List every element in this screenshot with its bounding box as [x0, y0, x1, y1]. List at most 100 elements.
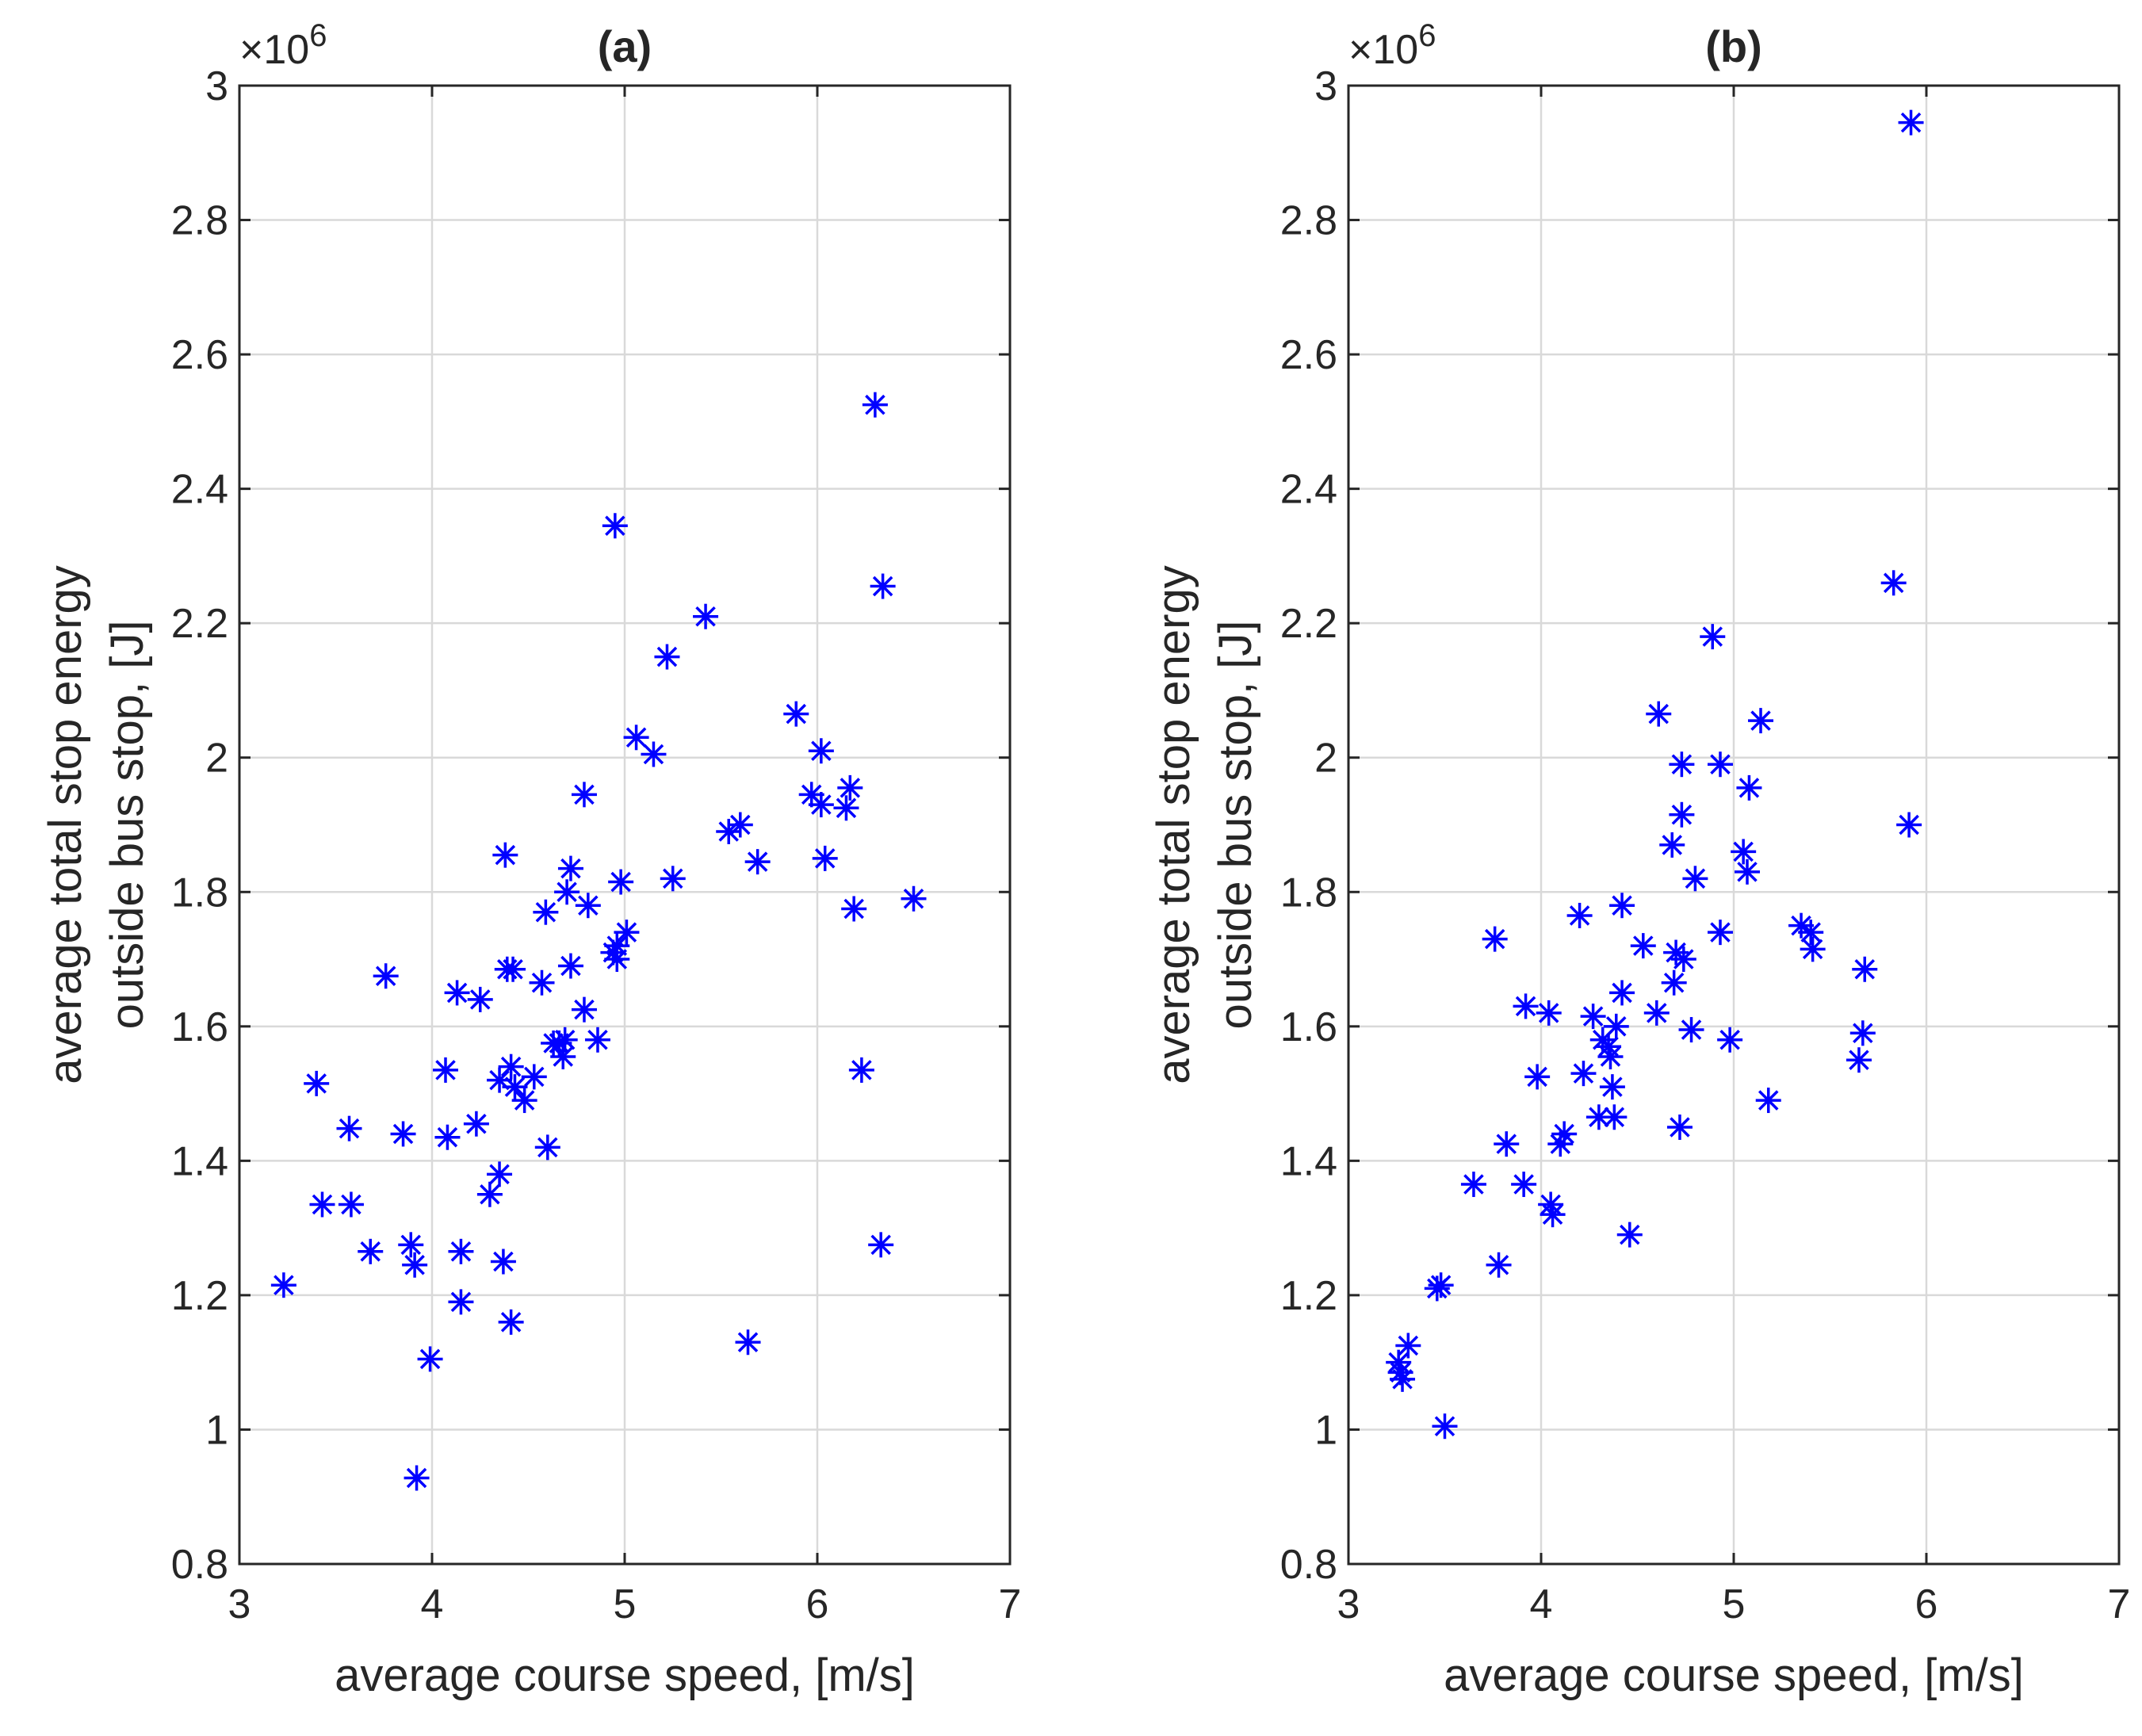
data-point-b	[1669, 801, 1695, 828]
data-point-b	[1536, 1000, 1562, 1026]
y-tick-label: 1.4	[171, 1138, 228, 1184]
data-point-a	[492, 842, 518, 868]
data-point-a	[808, 738, 834, 764]
y-axis-label-line1-a: average total stop energy	[40, 565, 91, 1084]
data-point-b	[1566, 902, 1593, 928]
data-point-b	[1682, 866, 1708, 892]
data-point-a	[862, 392, 888, 418]
chart-title-b: (b)	[1705, 21, 1762, 71]
data-point-b	[1896, 812, 1922, 838]
data-point-a	[571, 996, 597, 1023]
data-point-a	[534, 1134, 560, 1161]
data-point-b	[1678, 1017, 1704, 1043]
data-point-b	[1659, 832, 1685, 858]
data-point-b	[1707, 920, 1733, 946]
x-tick-label: 4	[1530, 1581, 1553, 1627]
y-axis-label-line2-b: outside bus stop, [J]	[1210, 621, 1261, 1030]
y-tick-label: 2.8	[171, 198, 228, 244]
data-point-a	[550, 1043, 576, 1069]
y-axis-label-line2-a: outside bus stop, [J]	[101, 621, 153, 1030]
data-point-a	[467, 986, 493, 1012]
data-point-a	[554, 879, 580, 905]
data-point-b	[1717, 1027, 1743, 1053]
data-point-a	[584, 1027, 610, 1053]
data-point-b	[1736, 774, 1762, 801]
data-point-b	[1580, 1004, 1606, 1030]
x-tick-label: 3	[1337, 1581, 1360, 1627]
data-point-b	[1601, 1104, 1628, 1130]
data-point-b	[1646, 701, 1672, 727]
data-point-a	[641, 741, 667, 767]
y-tick-label: 1.2	[1280, 1273, 1337, 1319]
data-point-b	[1609, 893, 1635, 919]
y-tick-label: 2.6	[171, 332, 228, 378]
data-point-a	[812, 845, 838, 871]
data-point-a	[511, 1088, 537, 1114]
data-point-a	[557, 953, 583, 979]
data-point-a	[490, 1248, 516, 1275]
data-point-b	[1551, 1121, 1578, 1147]
data-point-b	[1852, 956, 1878, 982]
data-points-b	[1386, 109, 1924, 1440]
x-tick-label: 5	[1723, 1581, 1746, 1627]
y-tick-label: 1	[1314, 1407, 1337, 1453]
data-point-a	[402, 1252, 428, 1278]
data-point-a	[500, 956, 526, 982]
y-exponent-a: ×106	[239, 18, 327, 73]
data-point-a	[358, 1238, 384, 1264]
data-point-a	[529, 969, 555, 996]
y-tick-label: 2.4	[1280, 467, 1337, 513]
grid-b	[1348, 86, 2119, 1564]
data-point-a	[575, 893, 601, 919]
y-tick-label: 2.2	[1280, 601, 1337, 647]
data-point-a	[433, 1057, 459, 1083]
y-tick-label: 3	[1314, 63, 1337, 109]
data-point-b	[1643, 1000, 1670, 1026]
data-point-a	[390, 1121, 416, 1147]
data-point-a	[463, 1111, 489, 1137]
data-points-a	[270, 392, 927, 1491]
data-point-b	[1755, 1088, 1781, 1114]
data-point-b	[1597, 1043, 1624, 1069]
data-point-a	[870, 573, 896, 599]
data-point-a	[841, 896, 867, 922]
data-point-a	[338, 1191, 364, 1218]
data-point-a	[571, 782, 597, 808]
data-point-a	[614, 920, 640, 946]
data-point-a	[654, 644, 680, 670]
y-tick-label: 1.4	[1280, 1138, 1337, 1184]
data-point-b	[1707, 751, 1733, 778]
x-tick-label: 6	[806, 1581, 829, 1627]
y-tick-label: 1.2	[171, 1273, 228, 1319]
data-point-a	[783, 701, 809, 727]
data-point-a	[448, 1238, 474, 1264]
data-point-b	[1788, 912, 1815, 939]
data-point-a	[552, 1027, 578, 1053]
y-ticks-b: 0.8 1 1.2 1.4 1.6 1.8 2 2.2 2.4 2.6 2.8 3	[1280, 63, 2119, 1588]
grid-a	[239, 86, 1010, 1564]
y-ticks-a: 0.8 1 1.2 1.4 1.6 1.8 2 2.2 2.4 2.6 2.8 3	[171, 63, 1010, 1588]
data-point-b	[1661, 969, 1687, 996]
data-point-b	[1395, 1333, 1421, 1359]
data-point-a	[533, 899, 559, 925]
y-tick-label: 1.8	[1280, 870, 1337, 916]
data-point-b	[1880, 570, 1907, 596]
x-tick-label: 7	[999, 1581, 1022, 1627]
data-point-a	[557, 855, 583, 881]
data-point-b	[1669, 751, 1695, 778]
data-point-a	[434, 1124, 461, 1150]
y-exponent-power-a: 6	[309, 18, 327, 53]
data-point-a	[660, 866, 686, 892]
y-tick-label: 1.8	[171, 870, 228, 916]
data-point-b	[1630, 933, 1656, 959]
data-point-b	[1494, 1131, 1520, 1157]
data-point-b	[1570, 1061, 1597, 1087]
data-point-b	[1700, 624, 1726, 650]
data-point-a	[735, 1329, 761, 1356]
data-point-a	[487, 1161, 513, 1187]
y-tick-label: 2.4	[171, 467, 228, 513]
data-point-a	[373, 963, 399, 989]
data-point-b	[1849, 1020, 1876, 1046]
data-point-a	[309, 1191, 335, 1218]
